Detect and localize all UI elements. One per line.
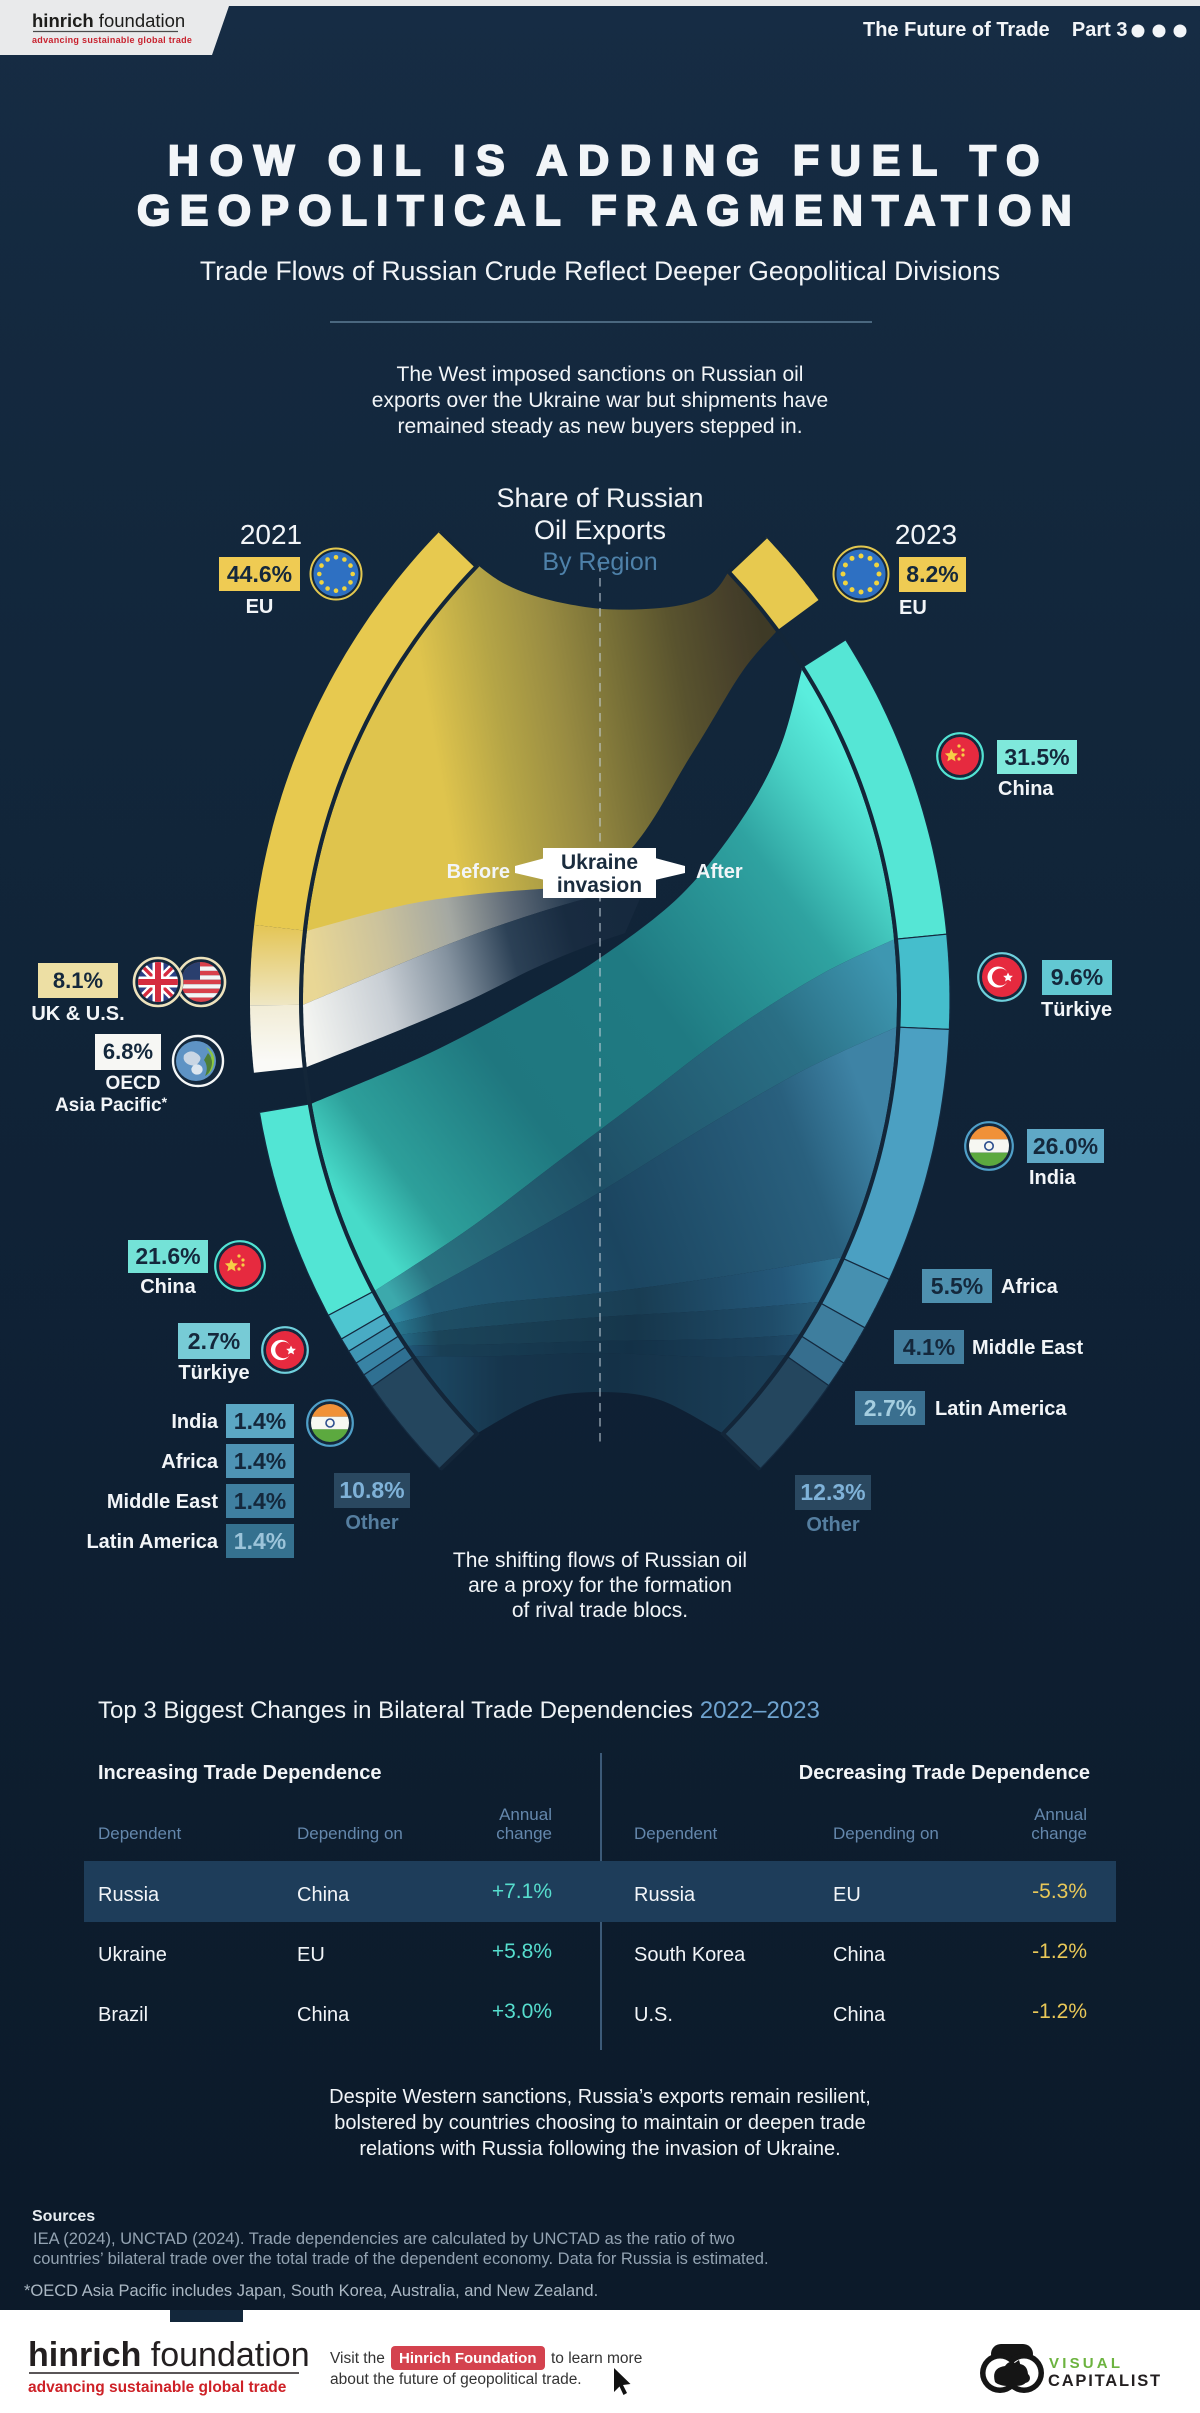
- svg-text:hinrich foundation: hinrich foundation: [28, 2336, 310, 2374]
- svg-text:about the future of geopolitic: about the future of geopolitical trade.: [330, 2371, 582, 2388]
- svg-text:advancing sustainable global t: advancing sustainable global trade: [32, 35, 192, 45]
- svg-text:CAPITALIST: CAPITALIST: [1048, 2372, 1162, 2390]
- svg-text:Hinrich Foundation: Hinrich Foundation: [399, 2350, 536, 2367]
- svg-text:to learn more: to learn more: [551, 2350, 642, 2367]
- svg-text:Visit the: Visit the: [330, 2350, 385, 2367]
- svg-text:hinrich foundation: hinrich foundation: [32, 10, 185, 31]
- svg-text:VISUAL: VISUAL: [1049, 2355, 1123, 2372]
- svg-text:advancing sustainable global t: advancing sustainable global trade: [28, 2379, 287, 2396]
